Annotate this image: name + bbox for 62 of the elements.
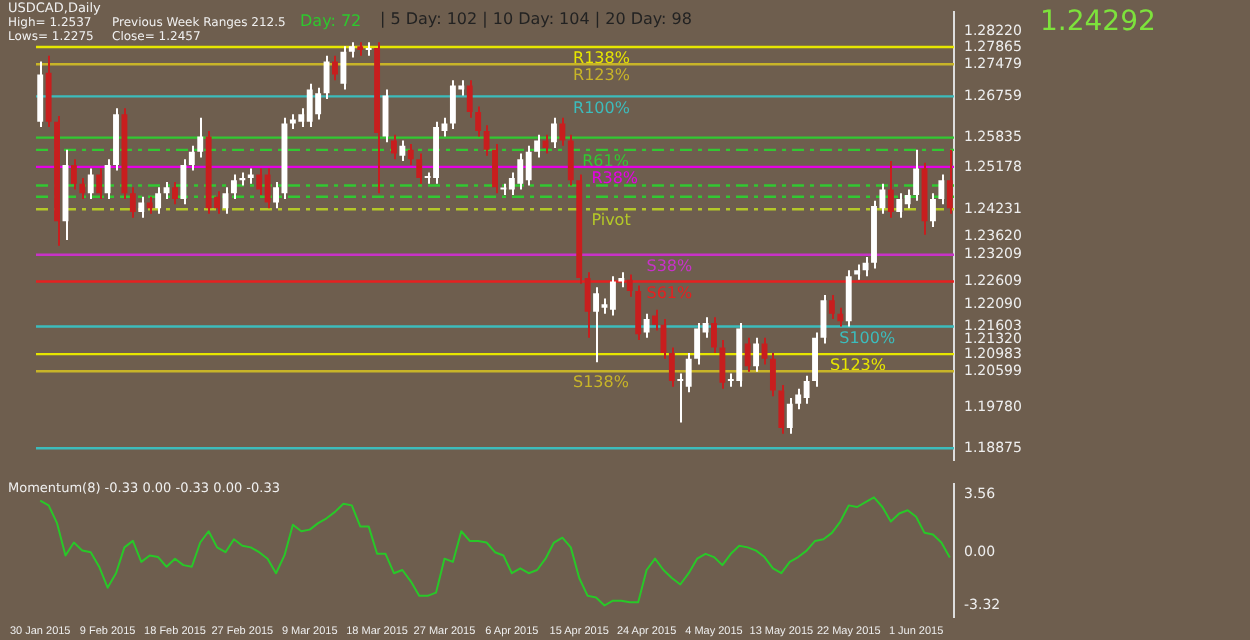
candlestick — [744, 336, 751, 373]
candlestick — [129, 186, 136, 219]
ref-line-label: R38% — [591, 169, 639, 188]
candlestick — [643, 312, 650, 339]
candlestick — [138, 195, 145, 219]
candlestick — [399, 139, 406, 163]
candlestick — [559, 116, 566, 147]
candlestick — [534, 133, 541, 159]
candlestick — [525, 144, 532, 187]
ref-line-label: R61% — [582, 152, 630, 171]
candlestick — [517, 152, 524, 191]
candlestick — [332, 54, 338, 82]
candlestick — [913, 148, 920, 202]
candlestick — [483, 124, 490, 157]
candlestick — [390, 133, 397, 161]
candlestick — [416, 152, 423, 185]
ref-line-label: R100% — [573, 98, 631, 117]
candlestick — [946, 148, 953, 215]
candlestick — [70, 158, 77, 191]
ref-line-label: S38% — [646, 256, 693, 275]
annotation: Day: 72 — [300, 12, 362, 30]
candlestick — [887, 160, 894, 219]
candlestick — [96, 167, 103, 200]
ref-line-label: Pivot — [591, 211, 631, 230]
candlestick — [172, 181, 178, 206]
candlestick — [407, 143, 414, 167]
candlestick — [845, 269, 852, 328]
candlestick — [694, 322, 701, 366]
candlestick — [323, 54, 330, 100]
ref-line-label: S100% — [839, 328, 896, 347]
ref-line-label: R138% — [573, 49, 631, 68]
candlestick — [769, 351, 776, 398]
candlestick — [264, 167, 271, 210]
candlestick — [803, 374, 810, 405]
candlestick — [180, 158, 187, 206]
candlestick — [930, 192, 936, 229]
candlestick — [778, 384, 785, 435]
candlestick — [609, 275, 616, 317]
candlestick — [753, 336, 760, 373]
ref-line-label: S123% — [830, 356, 887, 375]
candlestick — [87, 167, 94, 200]
candlestick — [896, 192, 903, 219]
candlestick — [567, 133, 574, 187]
candlestick — [315, 86, 322, 121]
candlestick — [256, 167, 263, 196]
candlestick — [828, 293, 835, 321]
ref-line-label: R123% — [573, 66, 631, 85]
candlestick — [551, 116, 557, 150]
candlestick — [37, 60, 44, 129]
candlestick — [593, 286, 600, 364]
candlestick — [492, 143, 498, 195]
candlestick — [938, 173, 945, 206]
candlestick — [340, 45, 347, 91]
ref-line-label: S138% — [573, 373, 630, 392]
ref-line-label: S61% — [646, 283, 693, 302]
candlestick — [155, 186, 162, 215]
candlestick — [306, 82, 313, 129]
text: 1.24292 — [1040, 6, 1156, 38]
candlestick — [449, 79, 456, 130]
candlestick — [786, 397, 793, 435]
candlestick — [685, 351, 692, 394]
annotation: | 5 Day: 102 | 10 Day: 104 | 20 Day: 98 — [380, 10, 692, 28]
